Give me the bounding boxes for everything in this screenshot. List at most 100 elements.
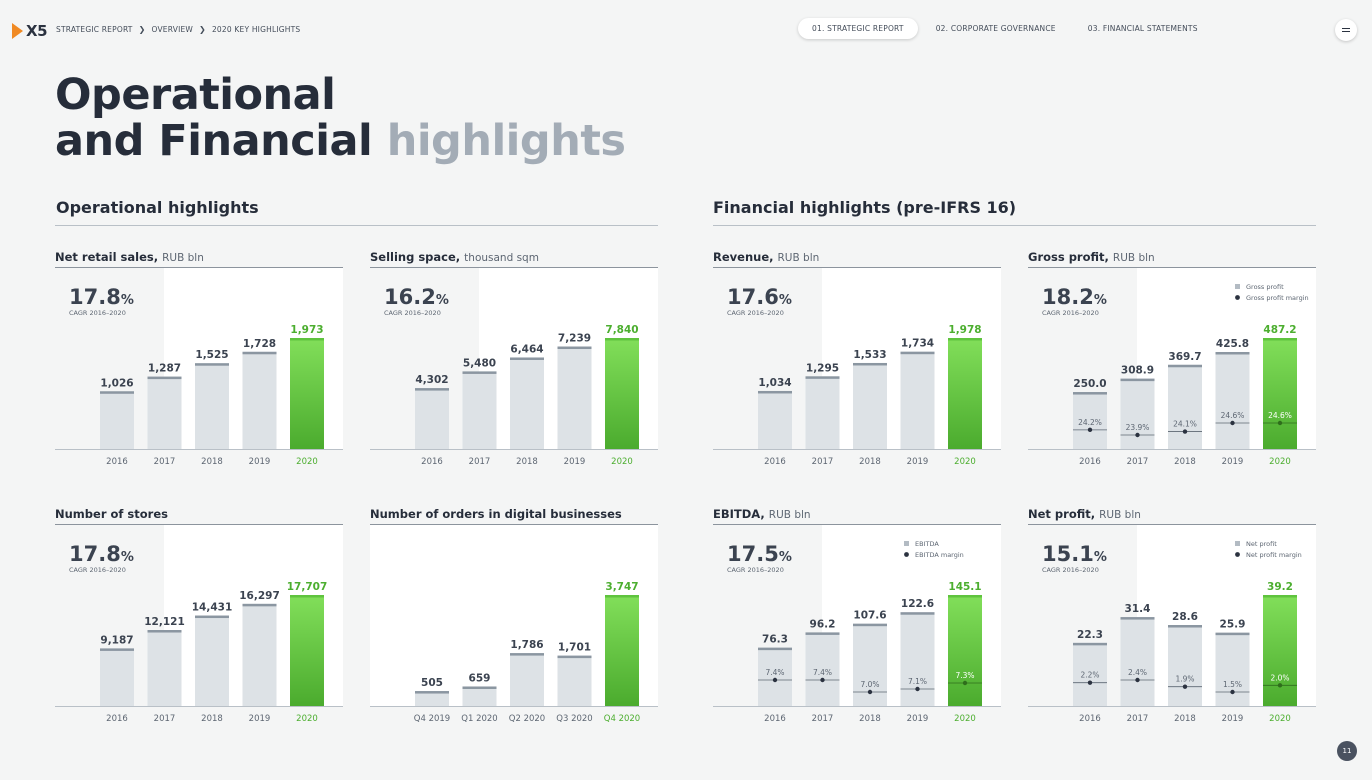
- menu-button[interactable]: [1335, 19, 1357, 41]
- tab-financial-statements[interactable]: 03. FINANCIAL STATEMENTS: [1087, 24, 1198, 33]
- chart-title-main: Number of orders in digital businesses: [370, 507, 622, 521]
- margin-label: 1.5%: [1223, 680, 1242, 689]
- x-tick-label: 2016: [106, 457, 128, 465]
- margin-label: 23.9%: [1126, 423, 1150, 432]
- bar-value-label: 1,728: [243, 338, 276, 350]
- x-tick-label: 2016: [764, 714, 786, 722]
- margin-point: [915, 686, 920, 692]
- x-tick-label: 2017: [154, 714, 176, 722]
- bar-value-label: 5,480: [463, 357, 496, 369]
- cagr-number: 17.8: [69, 542, 121, 566]
- x-tick-label: 2018: [1174, 457, 1196, 465]
- chart-title-underline: [713, 267, 1001, 268]
- chart-title: EBITDA, RUB bln: [713, 507, 811, 521]
- bar-value-label: 1,701: [558, 642, 591, 654]
- margin-point: [1277, 420, 1283, 426]
- margin-label: 7.4%: [765, 668, 784, 677]
- chart-selling-space: Selling space, thousand sqm 16.2% CAGR 201…: [370, 250, 658, 465]
- chart-title: Number of orders in digital businesses: [370, 507, 622, 521]
- chart-title-underline: [1028, 267, 1316, 268]
- chart-title-unit: RUB bln: [768, 509, 811, 521]
- cagr-number: 17.6: [727, 285, 779, 309]
- chart-title-main: EBITDA,: [713, 507, 765, 521]
- x-tick-label: 2016: [1079, 457, 1101, 465]
- cagr-value: 17.6%: [727, 285, 792, 309]
- bar: [900, 612, 935, 706]
- tab-strategic-report[interactable]: 01. STRATEGIC REPORT: [798, 18, 918, 39]
- bar: [557, 655, 592, 706]
- bar: [1263, 595, 1297, 706]
- legend-swatch-bar: [1235, 284, 1240, 289]
- legend-label-bar: EBITDA: [915, 540, 939, 548]
- bar-value-label: 7,840: [605, 324, 638, 336]
- margin-point: [1277, 683, 1283, 688]
- bar: [100, 391, 134, 449]
- bar-value-label: 9,187: [100, 634, 133, 646]
- chart-plot: 505 Q4 2019 659 Q1 2020 1,786 Q2 2020 1,701 Q3 …: [370, 525, 658, 722]
- logo-chevron-icon: [12, 23, 23, 39]
- margin-label: 1.9%: [1175, 675, 1194, 684]
- x-tick-label: 2017: [812, 457, 834, 465]
- bar: [415, 691, 449, 706]
- bar: [1120, 378, 1155, 449]
- bar-cap: [1120, 617, 1155, 620]
- bar-value-label: 659: [469, 672, 491, 684]
- x-tick-label: 2019: [249, 714, 271, 722]
- chart-title-main: Selling space,: [370, 250, 461, 264]
- chevron-right-icon: ❯: [199, 25, 206, 34]
- bar-value-label: 122.6: [901, 598, 934, 610]
- x-tick-label: 2018: [516, 457, 538, 465]
- breadcrumb-item-strategic-report[interactable]: STRATEGIC REPORT: [56, 25, 133, 34]
- section-heading-operational: Operational highlights: [56, 198, 259, 217]
- bar: [853, 362, 887, 449]
- bar-cap: [900, 612, 935, 615]
- bar-value-label: 76.3: [762, 634, 788, 646]
- cagr-value: 17.5%: [727, 542, 792, 566]
- bar-value-label: 487.2: [1263, 324, 1296, 336]
- bar-value-label: 14,431: [192, 602, 233, 614]
- bar: [510, 653, 544, 706]
- cagr-number: 17.5: [727, 542, 779, 566]
- chart-title-underline: [55, 267, 343, 268]
- bar-value-label: 4,302: [415, 374, 448, 386]
- tab-corporate-governance[interactable]: 02. CORPORATE GOVERNANCE: [935, 24, 1056, 33]
- legend-label-bar: Gross profit: [1246, 283, 1284, 291]
- bar-cap: [557, 655, 592, 659]
- margin-point: [1135, 677, 1140, 683]
- x-tick-label: 2019: [1222, 457, 1244, 465]
- breadcrumb-item-key-highlights[interactable]: 2020 KEY HIGHLIGHTS: [211, 25, 301, 34]
- chart-title-unit: RUB bln: [1099, 509, 1141, 521]
- chart-plot: 18.2%CAGR 2016–2020 Gross profit Gross pro…: [1028, 268, 1316, 465]
- x-tick-label: 2016: [421, 457, 443, 465]
- x5-logo[interactable]: X5: [12, 22, 48, 40]
- bar: [805, 632, 840, 706]
- x-tick-label: 2019: [1222, 714, 1244, 722]
- x-tick-label: Q3 2020: [556, 714, 592, 722]
- bar-cap: [462, 371, 497, 374]
- bar-cap: [415, 691, 449, 694]
- margin-label: 7.1%: [908, 677, 927, 686]
- legend-swatch-bar: [904, 541, 909, 546]
- bar-value-label: 7,239: [558, 333, 591, 345]
- cagr-percent: %: [779, 293, 792, 308]
- page-title-line-2: and Financial highlights: [55, 118, 626, 164]
- chart-plot: 17.8%CAGR 2016–2020 1,026 2016 1,287 2017 1,5…: [55, 268, 343, 465]
- cagr-percent: %: [1094, 550, 1107, 565]
- bar: [242, 351, 277, 449]
- bar: [195, 615, 229, 706]
- bar-value-label: 39.2: [1267, 581, 1293, 593]
- cagr-label: CAGR 2016–2020: [1042, 566, 1099, 574]
- chart-plot: 15.1%CAGR 2016–2020 Net profit Net profit …: [1028, 525, 1316, 722]
- x-tick-label: Q2 2020: [509, 714, 545, 722]
- top-bar: X5 STRATEGIC REPORT ❯ OVERVIEW ❯ 2020 KE…: [0, 0, 1372, 60]
- legend-swatch-margin: [904, 552, 909, 557]
- bar-cap: [510, 357, 544, 360]
- bar-cap: [853, 362, 887, 366]
- margin-point: [820, 677, 825, 683]
- breadcrumb-item-overview[interactable]: OVERVIEW: [151, 25, 194, 34]
- margin-point: [1182, 429, 1188, 434]
- margin-point: [772, 677, 778, 683]
- margin-label: 7.4%: [813, 668, 832, 677]
- x-tick-label: 2020: [954, 457, 976, 465]
- cagr-value: 18.2%: [1042, 285, 1107, 309]
